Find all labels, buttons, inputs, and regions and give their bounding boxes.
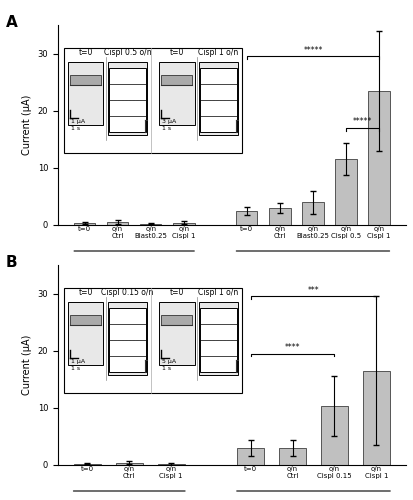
- Text: A: A: [6, 15, 17, 30]
- Y-axis label: Current (μA): Current (μA): [22, 95, 32, 155]
- Bar: [362, 370, 389, 465]
- Bar: [335, 160, 356, 225]
- Bar: [107, 62, 147, 135]
- Text: 5 μA: 5 μA: [161, 360, 176, 364]
- Bar: [198, 62, 238, 135]
- Bar: [200, 308, 236, 372]
- Bar: [70, 315, 101, 325]
- Text: 3 μA: 3 μA: [161, 120, 176, 124]
- Bar: [115, 462, 142, 465]
- Bar: [198, 302, 238, 375]
- Bar: [70, 75, 101, 85]
- Text: ****: ****: [284, 343, 299, 352]
- Text: ***: ***: [307, 286, 318, 294]
- Text: *****: *****: [303, 46, 322, 54]
- Text: Cispl 0.15 o/n: Cispl 0.15 o/n: [101, 288, 153, 297]
- Text: Cispl 1 o/n: Cispl 1 o/n: [198, 48, 238, 57]
- Bar: [200, 68, 236, 132]
- Bar: [161, 315, 192, 325]
- Bar: [237, 448, 263, 465]
- Bar: [74, 464, 101, 465]
- Bar: [301, 202, 323, 225]
- Text: t=0: t=0: [78, 48, 93, 57]
- Bar: [107, 222, 128, 225]
- Text: 1 s: 1 s: [71, 126, 80, 132]
- Bar: [278, 448, 306, 465]
- Bar: [161, 75, 192, 85]
- Bar: [68, 302, 103, 365]
- Bar: [235, 210, 257, 225]
- Bar: [157, 464, 184, 465]
- Text: 1 μA: 1 μA: [71, 360, 85, 364]
- Text: 1 s: 1 s: [161, 366, 171, 372]
- Bar: [109, 68, 145, 132]
- Bar: [68, 62, 103, 125]
- Bar: [173, 222, 194, 225]
- Bar: [368, 90, 389, 225]
- Text: B: B: [6, 255, 17, 270]
- Text: t=0: t=0: [78, 288, 93, 297]
- Bar: [107, 302, 147, 375]
- Text: 1 s: 1 s: [71, 366, 80, 372]
- Text: Un-injected: Un-injected: [112, 265, 156, 274]
- Text: t=0: t=0: [169, 48, 183, 57]
- Text: 1 s: 1 s: [161, 126, 171, 132]
- Text: *****: *****: [352, 117, 371, 126]
- Bar: [140, 224, 161, 225]
- Bar: [74, 224, 95, 225]
- Bar: [109, 308, 145, 372]
- Text: 8A-VFP/8E-mCh: 8A-VFP/8E-mCh: [282, 265, 342, 274]
- Text: Cispl 0.5 o/n: Cispl 0.5 o/n: [103, 48, 151, 57]
- Text: t=0: t=0: [169, 288, 183, 297]
- Bar: [268, 208, 290, 225]
- Y-axis label: Current (μA): Current (μA): [22, 335, 32, 395]
- Bar: [159, 62, 194, 125]
- Text: Cispl 1 o/n: Cispl 1 o/n: [198, 288, 238, 297]
- Bar: [320, 406, 347, 465]
- Bar: [159, 302, 194, 365]
- Text: 1 μA: 1 μA: [71, 120, 85, 124]
